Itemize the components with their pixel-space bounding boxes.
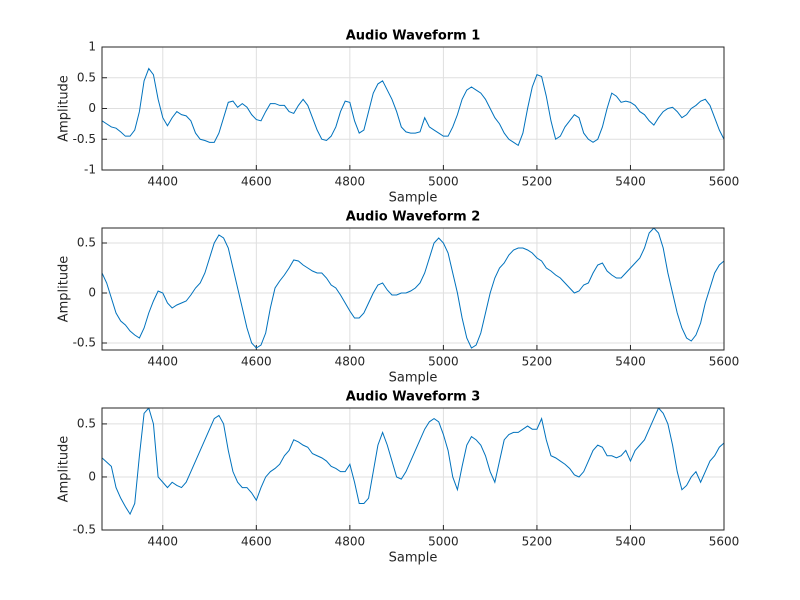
x-tick-label: 4400 xyxy=(148,535,179,549)
axes-frame xyxy=(101,46,725,171)
x-tick-label: 5200 xyxy=(522,175,553,189)
axes-frame xyxy=(101,407,725,531)
x-tick-label: 4600 xyxy=(241,535,272,549)
x-axis-label: Sample xyxy=(389,551,438,566)
y-tick-label: 0 xyxy=(88,469,96,483)
x-tick-label: 5600 xyxy=(709,355,740,369)
x-tick-label: 5000 xyxy=(428,355,459,369)
chart-title: Audio Waveform 3 xyxy=(346,390,481,405)
subplot: 4400 4600 4800 5000 5200 5400 5600 -1 -0.5 0 0.5 1 A… xyxy=(57,29,740,206)
x-tick-label: 4800 xyxy=(335,355,366,369)
x-tick-label: 4400 xyxy=(148,175,179,189)
y-axis-label: Amplitude xyxy=(57,75,72,142)
y-axis-label: Amplitude xyxy=(57,436,72,503)
y-tick-label: 0.5 xyxy=(77,70,96,84)
x-tick-label: 5000 xyxy=(428,535,459,549)
y-tick-label: -0.5 xyxy=(73,523,96,537)
y-tick-label: -1 xyxy=(84,163,96,177)
x-tick-label: 4600 xyxy=(241,175,272,189)
x-axis-label: Sample xyxy=(389,191,438,206)
x-axis-label: Sample xyxy=(389,371,438,386)
x-tick-label: 4800 xyxy=(335,535,366,549)
chart-title: Audio Waveform 1 xyxy=(346,29,481,44)
subplot: 4400 4600 4800 5000 5200 5400 5600 -0.5 0 0.5 Audi… xyxy=(57,390,740,566)
y-tick-label: 0.5 xyxy=(77,236,96,250)
x-tick-label: 5400 xyxy=(615,355,646,369)
chart-title: Audio Waveform 2 xyxy=(346,210,481,225)
x-tick-label: 4600 xyxy=(241,355,272,369)
waveform-line xyxy=(102,408,724,516)
x-tick-label: 5600 xyxy=(709,175,740,189)
subplot: 4400 4600 4800 5000 5200 5400 5600 -0.5 0 0.5 Audi… xyxy=(57,210,740,386)
y-axis-label: Amplitude xyxy=(57,256,72,323)
x-tick-label: 5400 xyxy=(615,175,646,189)
axes-frame xyxy=(101,227,725,351)
y-tick-label: 1 xyxy=(88,40,96,54)
waveform-line xyxy=(102,228,724,349)
x-tick-label: 5000 xyxy=(428,175,459,189)
plot-area xyxy=(102,408,724,530)
y-tick-label: -0.5 xyxy=(73,132,96,146)
x-tick-label: 5200 xyxy=(522,355,553,369)
y-tick-label: 0 xyxy=(88,286,96,300)
y-tick-label: -0.5 xyxy=(73,336,96,350)
y-tick-label: 0.5 xyxy=(77,416,96,430)
x-tick-label: 4400 xyxy=(148,355,179,369)
x-tick-label: 5200 xyxy=(522,535,553,549)
x-tick-label: 5400 xyxy=(615,535,646,549)
waveform-line xyxy=(102,67,724,147)
x-tick-label: 4800 xyxy=(335,175,366,189)
x-tick-label: 5600 xyxy=(709,535,740,549)
y-tick-label: 0 xyxy=(88,101,96,115)
